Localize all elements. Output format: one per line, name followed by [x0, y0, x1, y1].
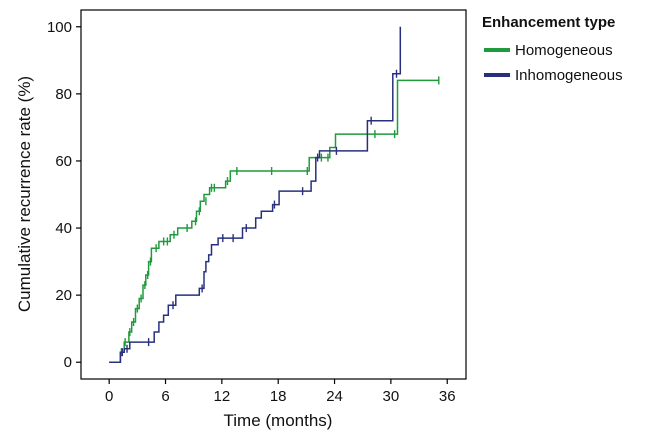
legend-label-homogeneous: Homogeneous — [515, 42, 613, 59]
series-layer — [109, 26, 440, 363]
x-tick-label: 30 — [383, 388, 400, 405]
y-tick-label: 100 — [47, 19, 72, 36]
x-tick-label: 0 — [105, 388, 113, 405]
x-tick-label: 18 — [270, 388, 287, 405]
y-tick-label: 40 — [55, 220, 72, 237]
y-tick-label: 20 — [55, 287, 72, 304]
y-axis-title: Cumulative recurrence rate (%) — [15, 76, 34, 312]
legend: Enhancement type Homogeneous Inhomogeneo… — [482, 14, 623, 84]
x-tick-label: 6 — [161, 388, 169, 405]
legend-title: Enhancement type — [482, 14, 615, 31]
x-tick-label: 36 — [439, 388, 456, 405]
x-tick-label: 12 — [214, 388, 231, 405]
y-tick-label: 60 — [55, 153, 72, 170]
y-tick-label: 80 — [55, 86, 72, 103]
plot-frame — [80, 9, 467, 380]
x-axis-title: Time (months) — [224, 411, 333, 430]
x-tick-label: 24 — [326, 388, 343, 405]
series-line-inhomogeneous — [109, 26, 402, 363]
y-tick-label: 0 — [64, 354, 72, 371]
series-line-homogeneous — [109, 79, 439, 363]
axes: 0 6 12 18 24 30 36 0 20 40 60 80 100 — [47, 19, 456, 405]
legend-label-inhomogeneous: Inhomogeneous — [515, 67, 623, 84]
